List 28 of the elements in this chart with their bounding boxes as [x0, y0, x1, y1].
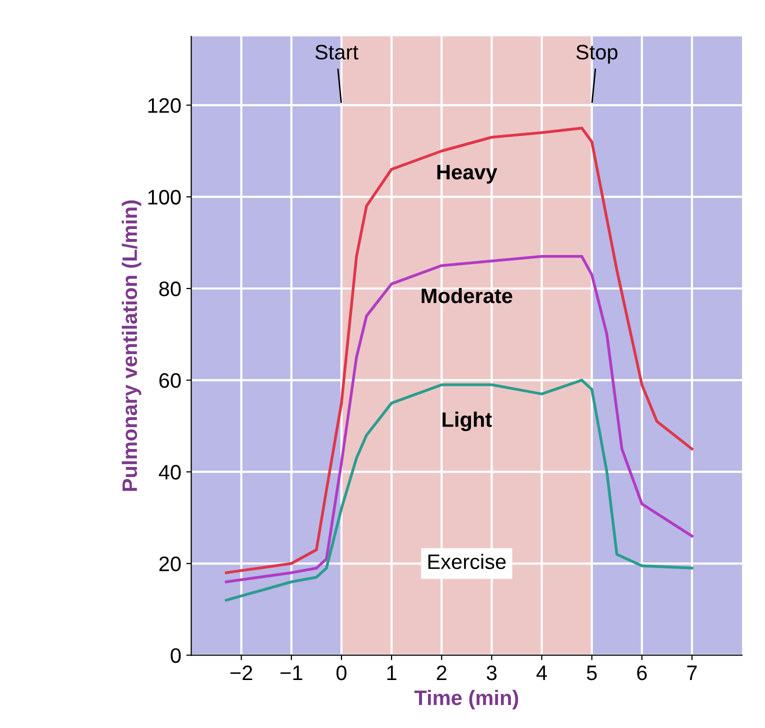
line-series: [224, 126, 694, 574]
y-axis-title: Pulmonary ventilation (L/min): [122, 200, 142, 491]
x-tick-label: 3: [486, 665, 497, 680]
y-tick-label: 80: [159, 282, 181, 296]
y-tick-label: 100: [148, 190, 181, 205]
x-tick-label: 4: [536, 666, 547, 680]
y-tick-label: 0: [170, 648, 181, 663]
y-tick-label: 120: [148, 98, 181, 113]
x-tick-label: 6: [637, 665, 647, 680]
band-label: Exercise: [428, 554, 506, 570]
series-label: Light: [442, 412, 492, 432]
annotation: Start: [315, 44, 358, 60]
x-tick-label: 7: [687, 666, 697, 680]
x-tick-label: 1: [387, 666, 396, 680]
x-tick-label: 2: [436, 665, 446, 680]
series-label: Heavy: [437, 164, 498, 184]
x-tick-label: 0: [336, 665, 346, 680]
y-tick-label: 40: [158, 464, 181, 480]
x-tick-label: 5: [586, 666, 597, 680]
annotation: Stop: [576, 44, 618, 64]
x-axis-title: Time (min): [414, 690, 518, 710]
line-series: [224, 378, 694, 602]
y-tick-label: 60: [159, 373, 181, 388]
series-label: Moderate: [422, 288, 512, 304]
x-tick-label: −2: [230, 665, 252, 680]
line-series: [224, 255, 694, 584]
y-tick-label: 20: [159, 556, 181, 572]
x-tick-label: −1: [280, 666, 302, 680]
